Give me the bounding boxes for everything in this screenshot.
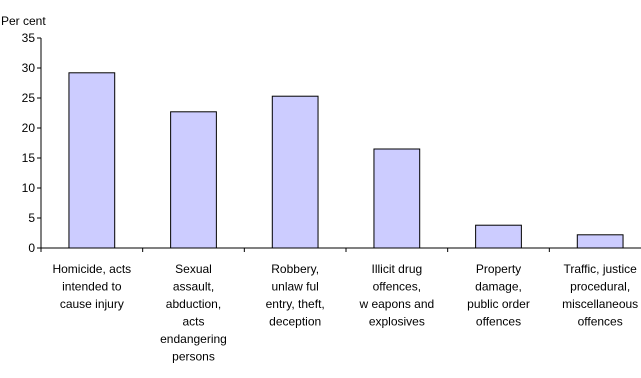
x-axis <box>40 247 641 252</box>
y-tick-label: 10 <box>22 181 36 195</box>
x-tick-label: Illicit drug offences, w eapons and explosi… <box>358 262 434 329</box>
x-tick-label: Traffic, justice procedural, miscellaneous… <box>562 262 638 329</box>
x-tick-label: Property damage, public order offences <box>467 262 530 329</box>
bar <box>475 224 522 249</box>
x-tick-label: Sexual assault, abduction, acts endangering p… <box>160 262 227 364</box>
bar <box>576 234 624 249</box>
y-tick-label: 20 <box>22 121 36 135</box>
y-tick-label: 5 <box>28 211 35 225</box>
y-axis: 0 5 10 15 20 25 30 35 <box>22 31 42 255</box>
bar <box>373 148 421 249</box>
x-tick-label: Robbery, unlaw ful entry, theft, deception <box>266 262 325 329</box>
bar <box>271 95 319 249</box>
y-axis-label: Per cent <box>1 14 46 28</box>
bars <box>68 72 624 249</box>
bar <box>170 111 217 249</box>
y-tick-label: 15 <box>22 151 36 165</box>
y-tick-label: 25 <box>22 91 36 105</box>
x-tick-labels: Homicide, acts intended to cause injury Sex… <box>52 262 638 364</box>
y-tick-label: 35 <box>22 31 36 45</box>
y-tick-label: 0 <box>28 241 35 255</box>
x-tick-label: Homicide, acts intended to cause injury <box>52 262 131 311</box>
bar <box>68 72 116 249</box>
y-tick-label: 30 <box>22 61 36 75</box>
